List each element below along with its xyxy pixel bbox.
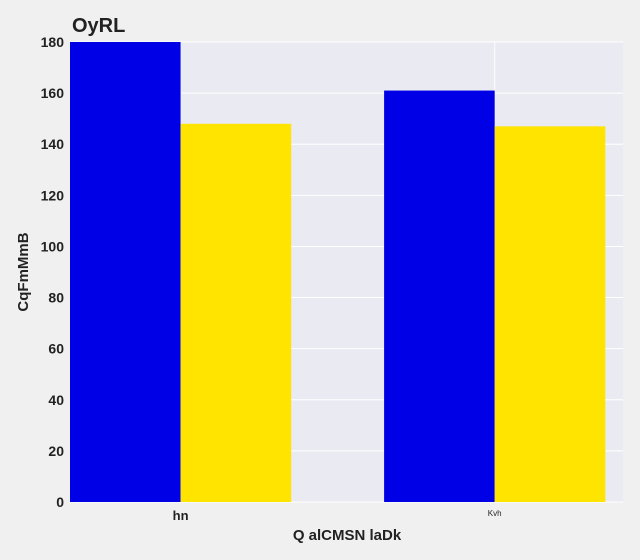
y-tick-label: 60 (48, 341, 64, 357)
y-tick-label: 80 (48, 290, 64, 306)
bar-hn-series-1 (70, 42, 181, 502)
bars (70, 42, 606, 503)
x-tick-labels: hn Kvh (173, 508, 502, 523)
x-tick-label-hn: hn (173, 508, 189, 523)
y-tick-labels: 0 20 40 60 80 100 120 140 160 180 (41, 34, 65, 510)
y-tick-label: 180 (41, 34, 65, 50)
bar-kvh-series-2 (494, 126, 606, 502)
y-tick-label: 0 (56, 494, 64, 510)
y-tick-label: 140 (41, 136, 65, 152)
y-tick-label: 100 (41, 238, 65, 254)
y-tick-label: 160 (41, 85, 65, 101)
x-axis-label: Q alCMSN laDk (293, 527, 402, 544)
bar-hn-series-2 (180, 123, 292, 503)
y-tick-label: 120 (41, 187, 65, 203)
y-tick-label: 20 (48, 443, 64, 459)
y-tick-label: 40 (48, 392, 64, 408)
chart-title: OyRL (72, 15, 125, 37)
x-tick-label-kvh: Kvh (488, 509, 502, 518)
y-axis-label: CqFmMmB (15, 232, 32, 311)
bar-kvh-series-1 (384, 90, 495, 503)
